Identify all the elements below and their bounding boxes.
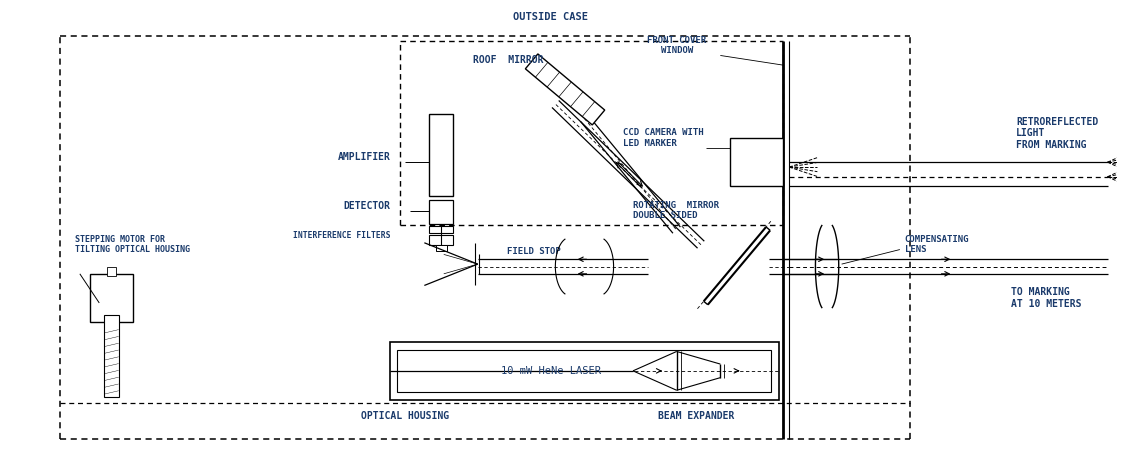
Text: CCD CAMERA WITH
LED MARKER: CCD CAMERA WITH LED MARKER bbox=[624, 128, 704, 148]
Text: ROOF  MIRROR: ROOF MIRROR bbox=[473, 55, 543, 65]
Text: 10 mW HeNe LASER: 10 mW HeNe LASER bbox=[500, 366, 601, 376]
Text: BEAM EXPANDER: BEAM EXPANDER bbox=[658, 411, 734, 422]
Text: FIELD STOP: FIELD STOP bbox=[507, 247, 560, 256]
Text: AMPLIFIER: AMPLIFIER bbox=[338, 152, 390, 162]
Bar bbox=[390, 342, 779, 400]
Bar bbox=[429, 200, 454, 224]
Bar bbox=[429, 226, 454, 233]
Bar bbox=[429, 114, 454, 196]
Bar bbox=[429, 235, 454, 245]
Text: RETROREFLECTED
LIGHT
FROM MARKING: RETROREFLECTED LIGHT FROM MARKING bbox=[1016, 117, 1099, 150]
Text: STEPPING MOTOR FOR
TILTING OPTICAL HOUSING: STEPPING MOTOR FOR TILTING OPTICAL HOUSI… bbox=[75, 235, 191, 254]
Text: COMPENSATING
LENS: COMPENSATING LENS bbox=[905, 235, 970, 254]
Bar bbox=[435, 245, 447, 251]
Text: INTERFERENCE FILTERS: INTERFERENCE FILTERS bbox=[293, 230, 390, 240]
Bar bbox=[730, 138, 784, 187]
Text: FRONT COVER
WINDOW: FRONT COVER WINDOW bbox=[648, 36, 706, 55]
Bar bbox=[104, 314, 119, 397]
Bar bbox=[90, 274, 133, 322]
Text: TO MARKING
AT 10 METERS: TO MARKING AT 10 METERS bbox=[1012, 287, 1082, 309]
Polygon shape bbox=[525, 54, 604, 125]
Text: OPTICAL HOUSING: OPTICAL HOUSING bbox=[361, 411, 449, 422]
Text: OUTSIDE CASE: OUTSIDE CASE bbox=[513, 11, 589, 22]
Text: ROTATING  MIRROR
DOUBLE SIDED: ROTATING MIRROR DOUBLE SIDED bbox=[633, 201, 719, 220]
Bar bbox=[397, 350, 771, 392]
Bar bbox=[107, 267, 116, 276]
Text: DETECTOR: DETECTOR bbox=[344, 201, 390, 211]
